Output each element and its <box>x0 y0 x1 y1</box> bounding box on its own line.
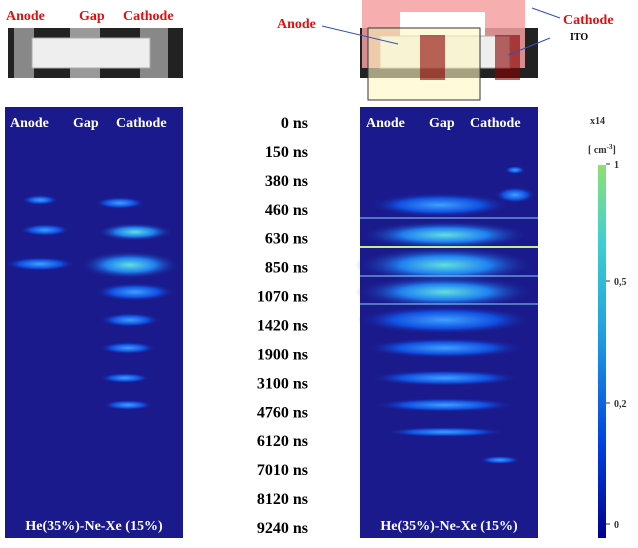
density <box>20 224 70 236</box>
unit-exp: -3 <box>607 143 613 151</box>
density <box>97 223 173 241</box>
density <box>360 221 530 249</box>
footer: He(35%)-Ne-Xe (15%) <box>380 519 518 534</box>
time-label: 1900 ns <box>257 346 308 363</box>
time-label: 7010 ns <box>257 462 308 479</box>
unit-close: ] <box>612 145 615 156</box>
label: Anode <box>6 9 45 24</box>
unit-text: [ cm <box>588 145 607 156</box>
colorbar-tick-label: 0,5 <box>614 277 627 288</box>
time-label: 630 ns <box>265 231 308 248</box>
colorbar-tick-label: 1 <box>614 160 619 171</box>
pointer <box>507 37 551 56</box>
colorbar-tick-label: 0 <box>614 520 619 531</box>
label: Cathode <box>123 9 174 24</box>
time-label: 6120 ns <box>257 433 308 450</box>
left-panel: Anode Gap Cathode He(35%)-Ne-Xe (15%) <box>5 107 183 538</box>
time-label: 150 ns <box>265 144 308 161</box>
density <box>5 257 75 271</box>
pointer <box>531 7 561 19</box>
label: Gap <box>79 9 105 24</box>
density <box>375 398 515 412</box>
label: Anode <box>277 17 316 32</box>
time-label: 0 ns <box>281 115 308 132</box>
header: Anode <box>10 116 49 131</box>
right-panel: Anode Gap Cathode He(35%)-Ne-Xe (15%) <box>355 107 538 538</box>
density <box>95 197 145 209</box>
time-label: 3100 ns <box>257 375 308 392</box>
density <box>100 373 150 383</box>
density <box>100 313 160 327</box>
colorbar-bar <box>598 165 606 538</box>
time-label: 1070 ns <box>257 289 308 306</box>
density <box>355 247 535 283</box>
header: Cathode <box>470 116 521 131</box>
electrode <box>420 35 445 80</box>
time-label: 850 ns <box>265 260 308 277</box>
time-label: 460 ns <box>265 202 308 219</box>
density <box>357 306 533 334</box>
colorbar: x14 [ cm-3] <box>588 116 616 538</box>
left-diagram: Anode Gap Cathode <box>6 9 183 78</box>
electrode <box>14 28 34 78</box>
density <box>95 283 175 301</box>
right-diagram: Anode Cathode ITO <box>277 0 614 101</box>
density <box>370 193 510 217</box>
density <box>80 251 180 279</box>
density <box>100 342 156 354</box>
time-label: 1420 ns <box>257 318 308 335</box>
density <box>365 338 525 358</box>
colorbar-tick-label: 0,2 <box>614 399 627 410</box>
density <box>103 400 153 410</box>
density <box>370 370 520 386</box>
density <box>385 427 505 437</box>
header: Cathode <box>116 116 167 131</box>
footer: He(35%)-Ne-Xe (15%) <box>25 519 163 534</box>
unit: [ cm-3] <box>588 143 616 156</box>
multiplier: x14 <box>590 116 605 127</box>
density <box>505 166 525 174</box>
time-label: 4760 ns <box>257 404 308 421</box>
density <box>480 456 520 464</box>
time-label: 8120 ns <box>257 491 308 508</box>
electrode <box>495 35 520 80</box>
density <box>355 276 535 308</box>
header: Gap <box>429 116 455 131</box>
label: ITO <box>570 32 588 43</box>
label: Cathode <box>563 13 614 28</box>
time-label: 380 ns <box>265 173 308 190</box>
pointer <box>321 25 399 45</box>
header: Gap <box>73 116 99 131</box>
cell <box>31 37 151 69</box>
density <box>495 187 535 203</box>
time-label: 9240 ns <box>257 520 308 537</box>
density <box>22 195 58 205</box>
header: Anode <box>366 116 405 131</box>
